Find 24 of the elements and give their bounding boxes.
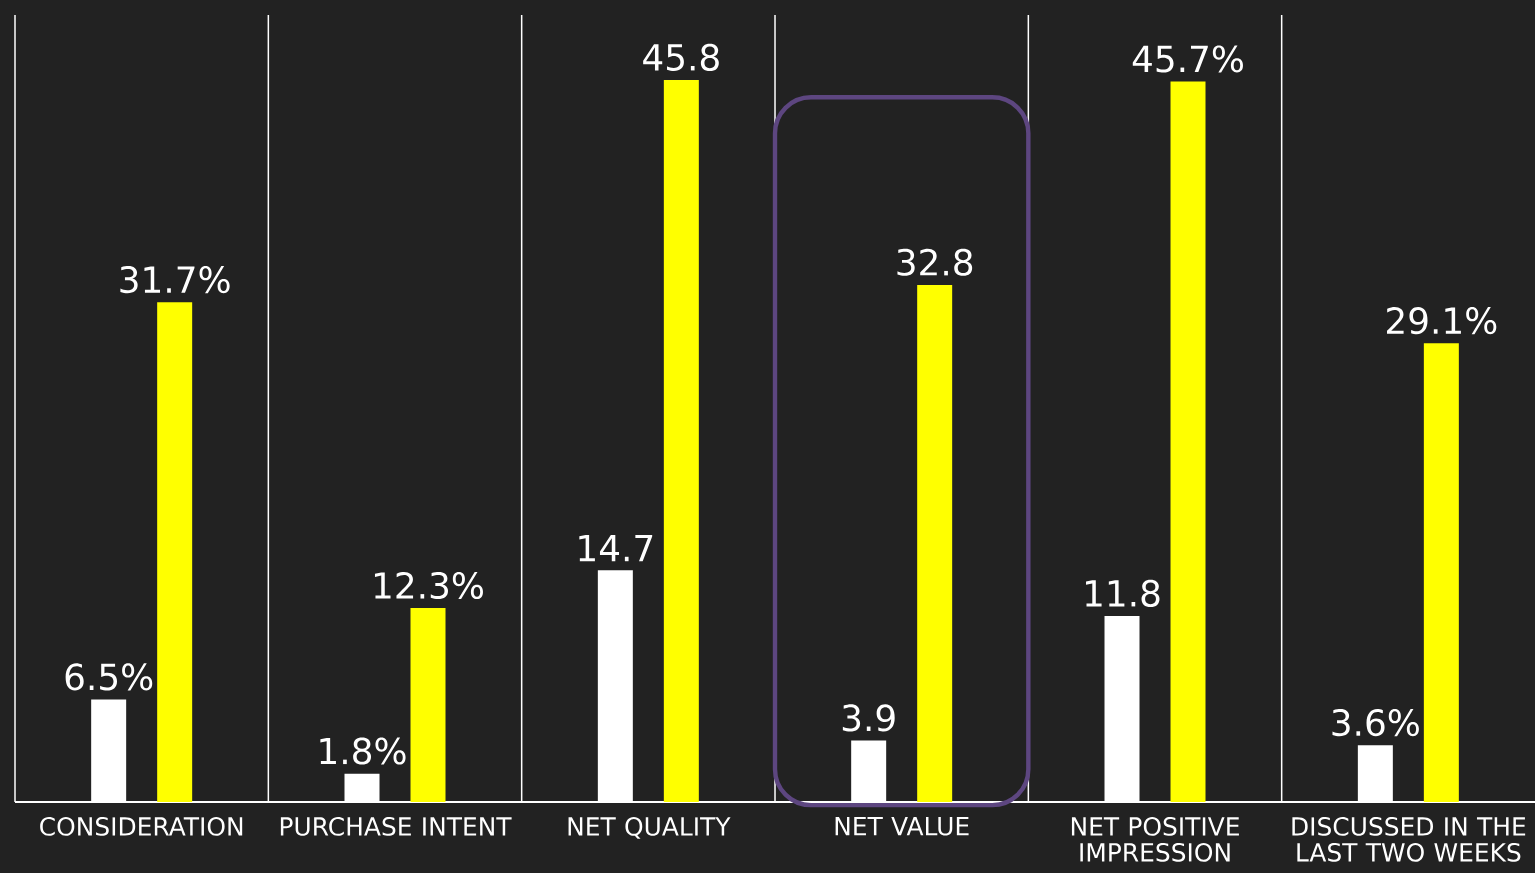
data-label: 32.8	[897, 248, 973, 276]
bar	[157, 302, 193, 802]
bar	[1170, 81, 1206, 802]
data-label: 3.9	[842, 704, 895, 732]
data-label: 3.6%	[1332, 709, 1419, 737]
bar	[663, 79, 699, 802]
data-label: 29.1%	[1387, 307, 1497, 335]
x-tick-label: PURCHASE INTENT	[280, 817, 512, 836]
data-label: 6.5%	[65, 663, 153, 691]
data-label: 12.3%	[374, 571, 483, 600]
bar	[917, 284, 953, 802]
x-tick-label: NET POSITIVE IMPRESSION	[1071, 817, 1239, 862]
x-tick-label: CONSIDERATION	[40, 817, 243, 836]
bar	[410, 608, 446, 802]
bar	[1423, 343, 1459, 802]
data-label: 45.8	[643, 43, 719, 71]
data-label: 31.7%	[120, 266, 230, 294]
data-label: 1.8%	[320, 737, 406, 765]
data-label: 14.7	[579, 535, 653, 562]
x-tick-label: DISCUSSED IN THE LAST TWO WEEKS	[1292, 817, 1526, 862]
data-label: 11.8	[1086, 579, 1160, 607]
data-label: 45.7%	[1132, 45, 1243, 73]
x-tick-label: NET VALUE	[835, 817, 969, 836]
x-tick-label: NET QUALITY	[568, 817, 731, 839]
